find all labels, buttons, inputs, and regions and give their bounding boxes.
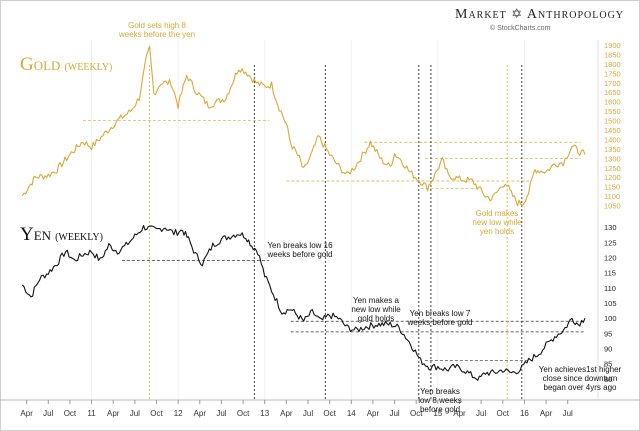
x-tick-label: Oct [150,409,163,418]
annotation-line: Yen breaks [420,387,460,396]
gold-y-tick-label: 1550 [604,107,621,116]
brand-logo-icon: ✡ [511,6,524,21]
gold-y-tick-label: 1250 [604,164,621,173]
gold-y-tick-label: 1200 [604,173,621,182]
yen-annotation: Yen breaks low 7 weeks before gold [407,309,473,327]
x-tick-label: Oct [410,409,423,418]
annotation-line: yen holds [480,227,514,236]
annotation-line: new low while [472,218,522,227]
x-tick-label: 11 [87,409,96,418]
gold-y-tick-label: 1900 [604,41,621,50]
x-tick-label: 13 [260,409,269,418]
gold-y-tick-label: 1300 [604,154,621,163]
yen-y-tick-label: 80 [604,375,612,384]
annotation-line: Yen achieves1st higher [539,365,622,374]
annotation-line: weeks before gold [407,318,473,327]
yen-annotation: Yen makes a new low while gold holds [351,296,401,323]
gold-y-tick-label: 1050 [604,202,621,211]
yen-y-tick-label: 85 [604,360,612,369]
gold-y-tick-label: 1650 [604,88,621,97]
yen-y-tick-label: 125 [604,238,617,247]
x-tick-label: 14 [347,409,356,418]
yen-panel-title: Yen (WEEKLY) [20,224,103,245]
gold-series-line [21,45,586,207]
reference-lines [82,65,586,400]
annotation-line: low 8 weeks [418,396,462,405]
yen-y-tick-label: 120 [604,253,617,262]
x-tick-label: Jul [130,409,140,418]
annotation-line: close since downturn [543,374,618,383]
gold-y-tick-label: 1500 [604,117,621,126]
yen-y-tick-label: 130 [604,223,617,232]
x-tick-label: Apr [280,409,293,418]
x-tick-label: Jul [476,409,486,418]
gold-y-tick-label: 1700 [604,79,621,88]
gold-y-tick-label: 1850 [604,50,621,59]
x-tick-label: Oct [497,409,510,418]
brand-credit: © StockCharts.com [490,25,551,32]
x-tick-label: Apr [194,409,207,418]
yen-annotation: Yen achieves1st higher close since downtu… [539,365,622,392]
x-tick-label: Jul [563,409,573,418]
x-tick-label: Oct [237,409,250,418]
gold-y-tick-label: 1450 [604,126,621,135]
annotation-line: Yen breaks low 7 [410,309,471,318]
gold-y-tick-label: 1150 [604,183,620,192]
brand-word-anthropology: Anthropology [526,7,625,22]
gold-y-tick-label: 1400 [604,135,621,144]
yen-subtitle: (WEEKLY) [55,232,103,243]
x-tick-label: 15 [433,409,442,418]
annotation-line: before gold [420,405,460,414]
x-tick-label: Apr [540,409,553,418]
yen-y-tick-label: 115 [604,269,616,278]
yen-annotation: Yen breaks low 8 weeks before gold [418,387,462,414]
gold-y-tick-label: 1750 [604,69,621,78]
x-tick-label: 12 [174,409,183,418]
annotation-line: gold holds [358,314,394,323]
brand-block: Market ✡ Anthropology © StockCharts.com [455,6,635,46]
yen-y-tick-label: 105 [604,299,617,308]
gold-subtitle: (WEEKLY) [64,62,112,73]
annotation-line: Gold sets high 8 [128,21,186,30]
yen-y-tick-label: 95 [604,329,612,338]
gold-annotation: Gold makes new low while yen holds [472,209,522,236]
annotation-line: began over 4yrs ago [544,383,617,392]
annotation-line: weeks before the yen [118,30,195,39]
yen-title-text: Yen [20,224,52,245]
gold-panel-title: Gold (WEEKLY) [20,54,112,75]
yen-annotation: Yen breaks low 16 weeks before gold [267,241,334,259]
gold-title-text: Gold [20,54,60,75]
x-tick-label: Apr [107,409,120,418]
grid-lines [91,40,525,400]
gold-y-tick-label: 1800 [604,60,621,69]
x-tick-label: Jul [389,409,399,418]
annotation-line: Yen breaks low 16 [267,241,333,250]
x-tick-label: Oct [323,409,336,418]
annotation-line: Gold makes [476,209,519,218]
annotation-line: weeks before gold [267,250,333,259]
annotation-line: Yen makes a [353,296,400,305]
x-tick-label: Jul [43,409,53,418]
x-tick-label: Apr [453,409,466,418]
yen-y-tick-label: 100 [604,314,617,323]
x-tick-label: 16 [520,409,529,418]
yen-y-tick-label: 110 [604,284,616,293]
yen-series-line [21,224,586,381]
gold-y-tick-label: 1350 [604,145,621,154]
gold-annotation: Gold sets high 8 weeks before the yen [118,21,195,39]
x-tick-label: Jul [303,409,313,418]
brand-word-market: Market [455,7,507,22]
labels-group: Apr Jul Oct 11 Apr Jul Oct 12 Apr Jul Oct 13 Apr Jul O… [20,21,622,418]
gold-y-tick-label: 1100 [604,192,620,201]
brand-title: Market ✡ Anthropology [455,6,635,23]
x-tick-label: Jul [216,409,226,418]
series-group [21,45,586,381]
annotation-line: new low while [351,305,401,314]
gold-y-tick-label: 1600 [604,98,621,107]
x-tick-label: Apr [367,409,380,418]
yen-y-tick-label: 90 [604,345,612,354]
x-tick-label: Apr [20,409,33,418]
x-tick-label: Oct [64,409,77,418]
